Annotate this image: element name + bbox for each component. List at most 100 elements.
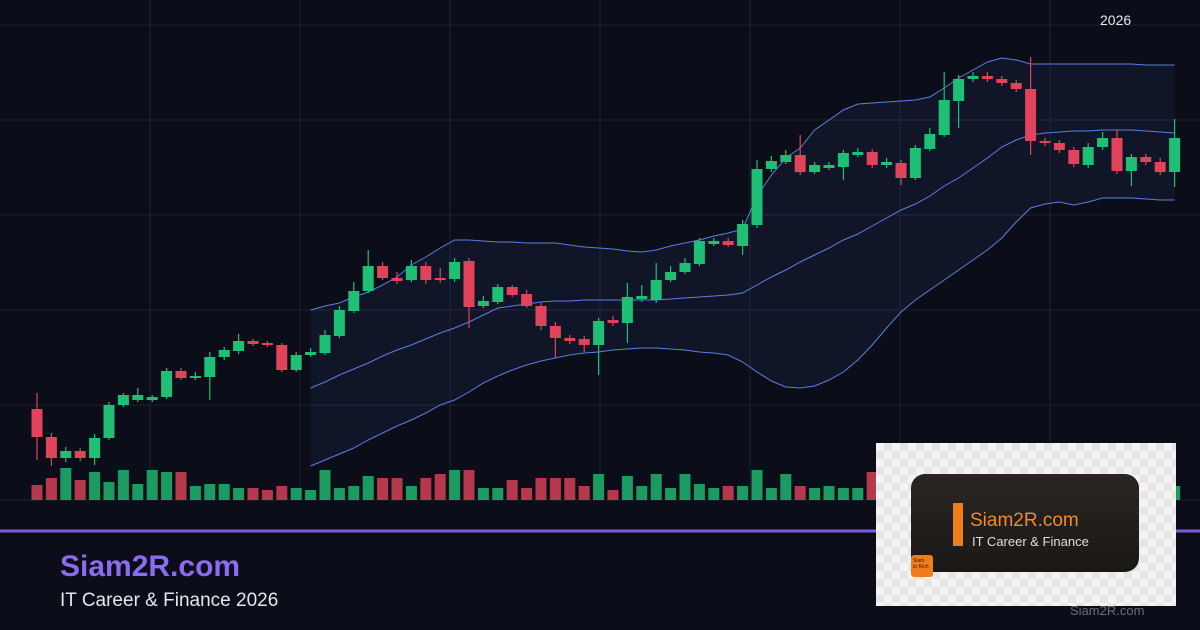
- volume-bar: [218, 484, 230, 500]
- candle-body: [189, 376, 201, 378]
- volume-bar: [521, 488, 533, 500]
- volume-bar: [823, 486, 835, 500]
- volume-bar: [45, 478, 57, 500]
- volume-bar: [305, 490, 317, 500]
- volume-bar: [794, 486, 806, 500]
- logo-tagline: IT Career & Finance: [972, 534, 1089, 549]
- volume-bar: [636, 486, 648, 500]
- volume-bar: [449, 470, 461, 500]
- volume-bar: [319, 470, 331, 500]
- volume-bar: [866, 472, 878, 500]
- candle-body: [261, 343, 273, 345]
- candle-body: [924, 134, 936, 149]
- candle-body: [132, 395, 144, 400]
- candle-body: [405, 266, 417, 280]
- volume-bar: [765, 488, 777, 500]
- volume-bar: [434, 474, 446, 500]
- candle-body: [938, 100, 950, 135]
- volume-bar: [607, 490, 619, 500]
- brand-subtitle: IT Career & Finance 2026: [60, 590, 279, 611]
- logo-name: Siam2R.com: [970, 510, 1079, 531]
- logo-card: Siam2R.com IT Career & Finance: [911, 474, 1139, 572]
- candle-body: [492, 287, 504, 302]
- volume-bar: [564, 478, 576, 500]
- volume-bar: [506, 480, 518, 500]
- candle-body: [953, 79, 965, 101]
- candle-body: [722, 241, 734, 245]
- volume-bar: [420, 478, 432, 500]
- volume-bar: [405, 486, 417, 500]
- candle-body: [866, 152, 878, 165]
- candle-body: [175, 371, 187, 378]
- candle-body: [161, 371, 173, 397]
- candle-body: [247, 341, 259, 344]
- candle-body: [780, 155, 792, 162]
- volume-bar: [737, 486, 749, 500]
- candle-body: [146, 397, 158, 400]
- candle-body: [535, 306, 547, 326]
- volume-bar: [751, 470, 763, 500]
- candle-body: [117, 395, 129, 405]
- candle-body: [305, 352, 317, 355]
- volume-bar: [708, 488, 720, 500]
- volume-bar: [593, 474, 605, 500]
- candle-body: [679, 263, 691, 272]
- volume-bar: [132, 484, 144, 500]
- volume-bar: [103, 482, 115, 500]
- logo-box: Siam2R.com IT Career & Finance Siam to R…: [876, 443, 1176, 606]
- volume-bar: [578, 486, 590, 500]
- candle-body: [204, 357, 216, 377]
- candle-body: [1082, 147, 1094, 165]
- candle-body: [521, 294, 533, 306]
- candle-body: [607, 320, 619, 323]
- candle-body: [564, 338, 576, 341]
- candle-body: [333, 310, 345, 336]
- volume-bar: [146, 470, 158, 500]
- volume-bar: [276, 486, 288, 500]
- candle-body: [636, 296, 648, 299]
- volume-bar: [333, 488, 345, 500]
- badge-line: to Rich: [913, 564, 929, 570]
- volume-bar: [722, 486, 734, 500]
- candle-body: [823, 165, 835, 168]
- candle-body: [1053, 143, 1065, 150]
- volume-bar: [161, 472, 173, 500]
- candle-body: [593, 321, 605, 345]
- candle-body: [809, 165, 821, 172]
- candle-body: [45, 437, 57, 458]
- candle-body: [909, 148, 921, 178]
- volume-bar: [261, 490, 273, 500]
- volume-bar: [665, 488, 677, 500]
- candle-body: [60, 451, 72, 458]
- volume-bar: [60, 468, 72, 500]
- volume-bar: [809, 488, 821, 500]
- candle-body: [881, 162, 893, 165]
- candle-body: [290, 355, 302, 370]
- candle-body: [1025, 89, 1037, 141]
- volume-bar: [74, 480, 86, 500]
- volume-bar: [837, 488, 849, 500]
- candle-body: [477, 301, 489, 306]
- candle-body: [549, 326, 561, 338]
- candle-body: [895, 163, 907, 178]
- candle-body: [218, 350, 230, 357]
- volume-bar: [477, 488, 489, 500]
- candle-body: [1097, 138, 1109, 147]
- candle-body: [434, 278, 446, 280]
- logo-badge: Siam to Rich: [911, 555, 933, 577]
- band-line: [310, 197, 1175, 467]
- candle-body: [1154, 162, 1166, 172]
- volume-bar: [233, 488, 245, 500]
- candle-body: [348, 291, 360, 311]
- candle-body: [362, 266, 374, 291]
- badge-line: Siam: [913, 558, 925, 564]
- candle-body: [1140, 157, 1152, 162]
- volume-bar: [679, 474, 691, 500]
- volume-bar: [549, 478, 561, 500]
- candle-body: [1169, 138, 1181, 172]
- volume-bar: [650, 474, 662, 500]
- volume-bar: [621, 476, 633, 500]
- candle-body: [981, 76, 993, 79]
- candle-body: [377, 266, 389, 278]
